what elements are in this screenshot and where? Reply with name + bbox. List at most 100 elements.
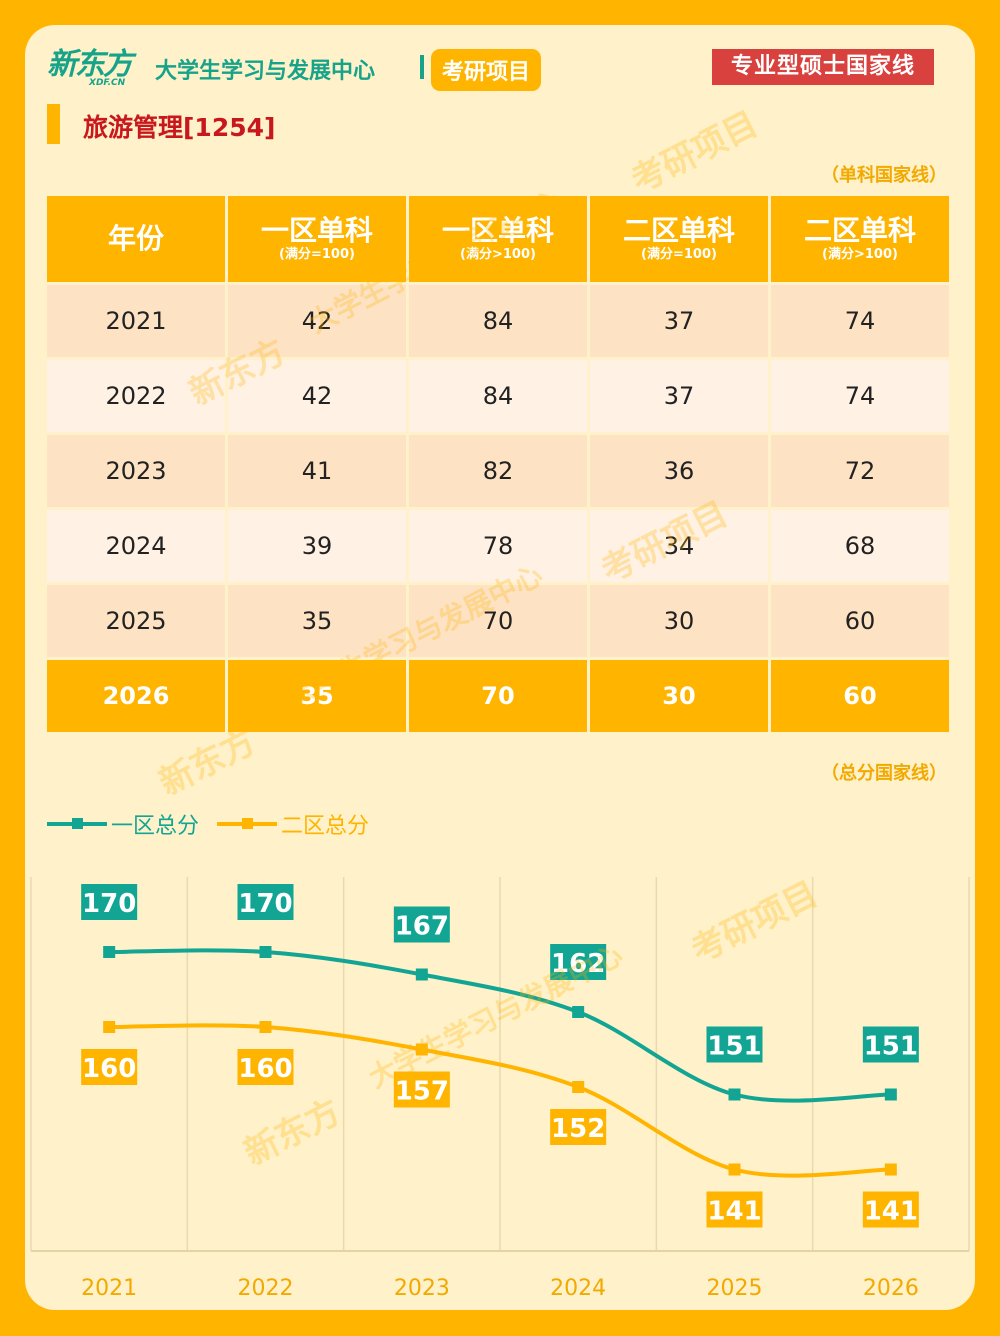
legend-label-zone2: 二区总分 [281,814,370,839]
table-header-title: 二区单科 [622,214,735,247]
data-point [415,968,428,981]
x-tick-label: 2024 [550,1276,606,1301]
table-body: 2021 42 84 37 74 2022 42 84 37 74 2023 41 82 36 72 2024… [47,285,949,732]
table-cell: 2021 [47,285,225,357]
table-cell: 41 [228,435,406,507]
xdf-logo: 新东方 XDF.CN [47,50,133,89]
table-cell: 30 [590,660,768,732]
data-label: 151 [864,1032,918,1062]
data-label: 157 [395,1077,449,1107]
data-label-bg [706,1191,763,1228]
x-tick-label: 2023 [394,1276,450,1301]
table-cell: 72 [771,435,949,507]
table-cell: 78 [409,510,587,582]
series-line [109,948,891,1103]
table-header-subtitle: (满分=100) [279,247,355,262]
legend-label-zone1: 一区总分 [111,814,200,839]
table-cell: 2026 [47,660,225,732]
data-label: 167 [395,912,449,942]
data-point [728,1163,741,1176]
table-cell: 36 [590,435,768,507]
legend-marker-zone1 [72,818,83,829]
table-cell: 68 [771,510,949,582]
table-header-cell: 二区单科 (满分=100) [590,196,768,282]
data-label-bg [393,1071,450,1108]
single-subject-table: 年份 一区单科 (满分=100) 一区单科 (满分>100) 二区单科 (满分=100) 二区… [44,193,952,735]
data-point [259,946,272,958]
table-cell: 60 [771,585,949,657]
series-line [109,1023,891,1178]
data-point [259,1021,272,1033]
table-cell: 30 [590,585,768,657]
table-cell: 74 [771,285,949,357]
table-header-cell: 一区单科 (满分=100) [228,196,406,282]
data-point [884,1163,897,1176]
data-label-bg [706,1026,763,1063]
data-label-bg [237,1049,294,1085]
table-header-title: 二区单科 [803,214,916,247]
watermark-project-1: 考研项目 [624,103,765,202]
data-label: 162 [551,949,605,979]
data-label-bg [862,1191,919,1228]
table-cell: 42 [228,285,406,357]
data-point [415,1043,428,1056]
table-row: 2024 39 78 34 68 [47,510,949,582]
center-name: 大学生学习与发展中心 [155,59,376,84]
data-label: 141 [864,1197,918,1227]
data-label: 152 [551,1114,605,1144]
table-cell: 34 [590,510,768,582]
data-point [728,1088,741,1101]
table-header-subtitle: (满分>100) [822,247,898,262]
table-cell: 2024 [47,510,225,582]
table-cell: 74 [771,360,949,432]
table-cell: 60 [771,660,949,732]
legend-marker-zone2 [242,818,254,829]
data-label: 160 [82,1054,136,1084]
x-tick-label: 2026 [863,1276,919,1301]
table-cell: 70 [409,660,587,732]
table-cell: 2022 [47,360,225,432]
table-header-title: 一区单科 [260,214,373,247]
data-label: 170 [238,889,292,919]
table-cell: 2025 [47,585,225,657]
table-cell: 37 [590,285,768,357]
table-row: 2022 42 84 37 74 [47,360,949,432]
data-label: 160 [238,1054,292,1084]
table-row: 2021 42 84 37 74 [47,285,949,357]
data-label-bg [393,906,450,943]
major-title-marker [47,104,60,144]
legend-item-zone1: 一区总分 [47,808,199,840]
single-score-note: （单科国家线） [821,165,947,186]
data-label-bg [237,884,294,920]
logo-sub-text: XDF.CN [89,78,126,88]
legend-line-zone2 [217,818,278,829]
data-point [572,1081,585,1093]
data-label-bg [81,884,138,920]
poster-card: 新东方 XDF.CN 大学生学习与发展中心 考研项目 专业型硕士国家线 旅游管理… [25,25,975,1310]
table-row: 2025 35 70 30 60 [47,585,949,657]
x-tick-label: 2025 [707,1276,763,1301]
x-tick-label: 2021 [81,1276,137,1301]
total-score-note: （总分国家线） [821,763,947,784]
header-divider [420,55,424,79]
table-header-cell: 二区单科 (满分>100) [771,196,949,282]
table-cell: 82 [409,435,587,507]
table-header-title: 年份 [107,222,164,255]
table-cell: 35 [228,585,406,657]
national-line-tag: 专业型硕士国家线 [712,49,934,85]
table-cell: 84 [409,285,587,357]
total-score-line-chart: 170 170 167 162 151 151 160 160 157 152 141 141 2021… [30,877,970,1301]
table-cell: 70 [409,585,587,657]
legend-line-zone1 [47,818,107,829]
chart-legend: 一区总分 二区总分 [47,808,387,840]
table-header-cell: 一区单科 (满分>100) [409,196,587,282]
data-label-bg [81,1049,138,1085]
table-cell: 39 [228,510,406,582]
legend-item-zone2: 二区总分 [217,808,369,840]
table-header-subtitle: (满分=100) [641,247,717,262]
table-cell: 37 [590,360,768,432]
table-header-title: 一区单科 [441,214,554,247]
data-label: 141 [707,1197,761,1227]
data-point [884,1088,897,1101]
data-label-bg [550,1109,607,1145]
